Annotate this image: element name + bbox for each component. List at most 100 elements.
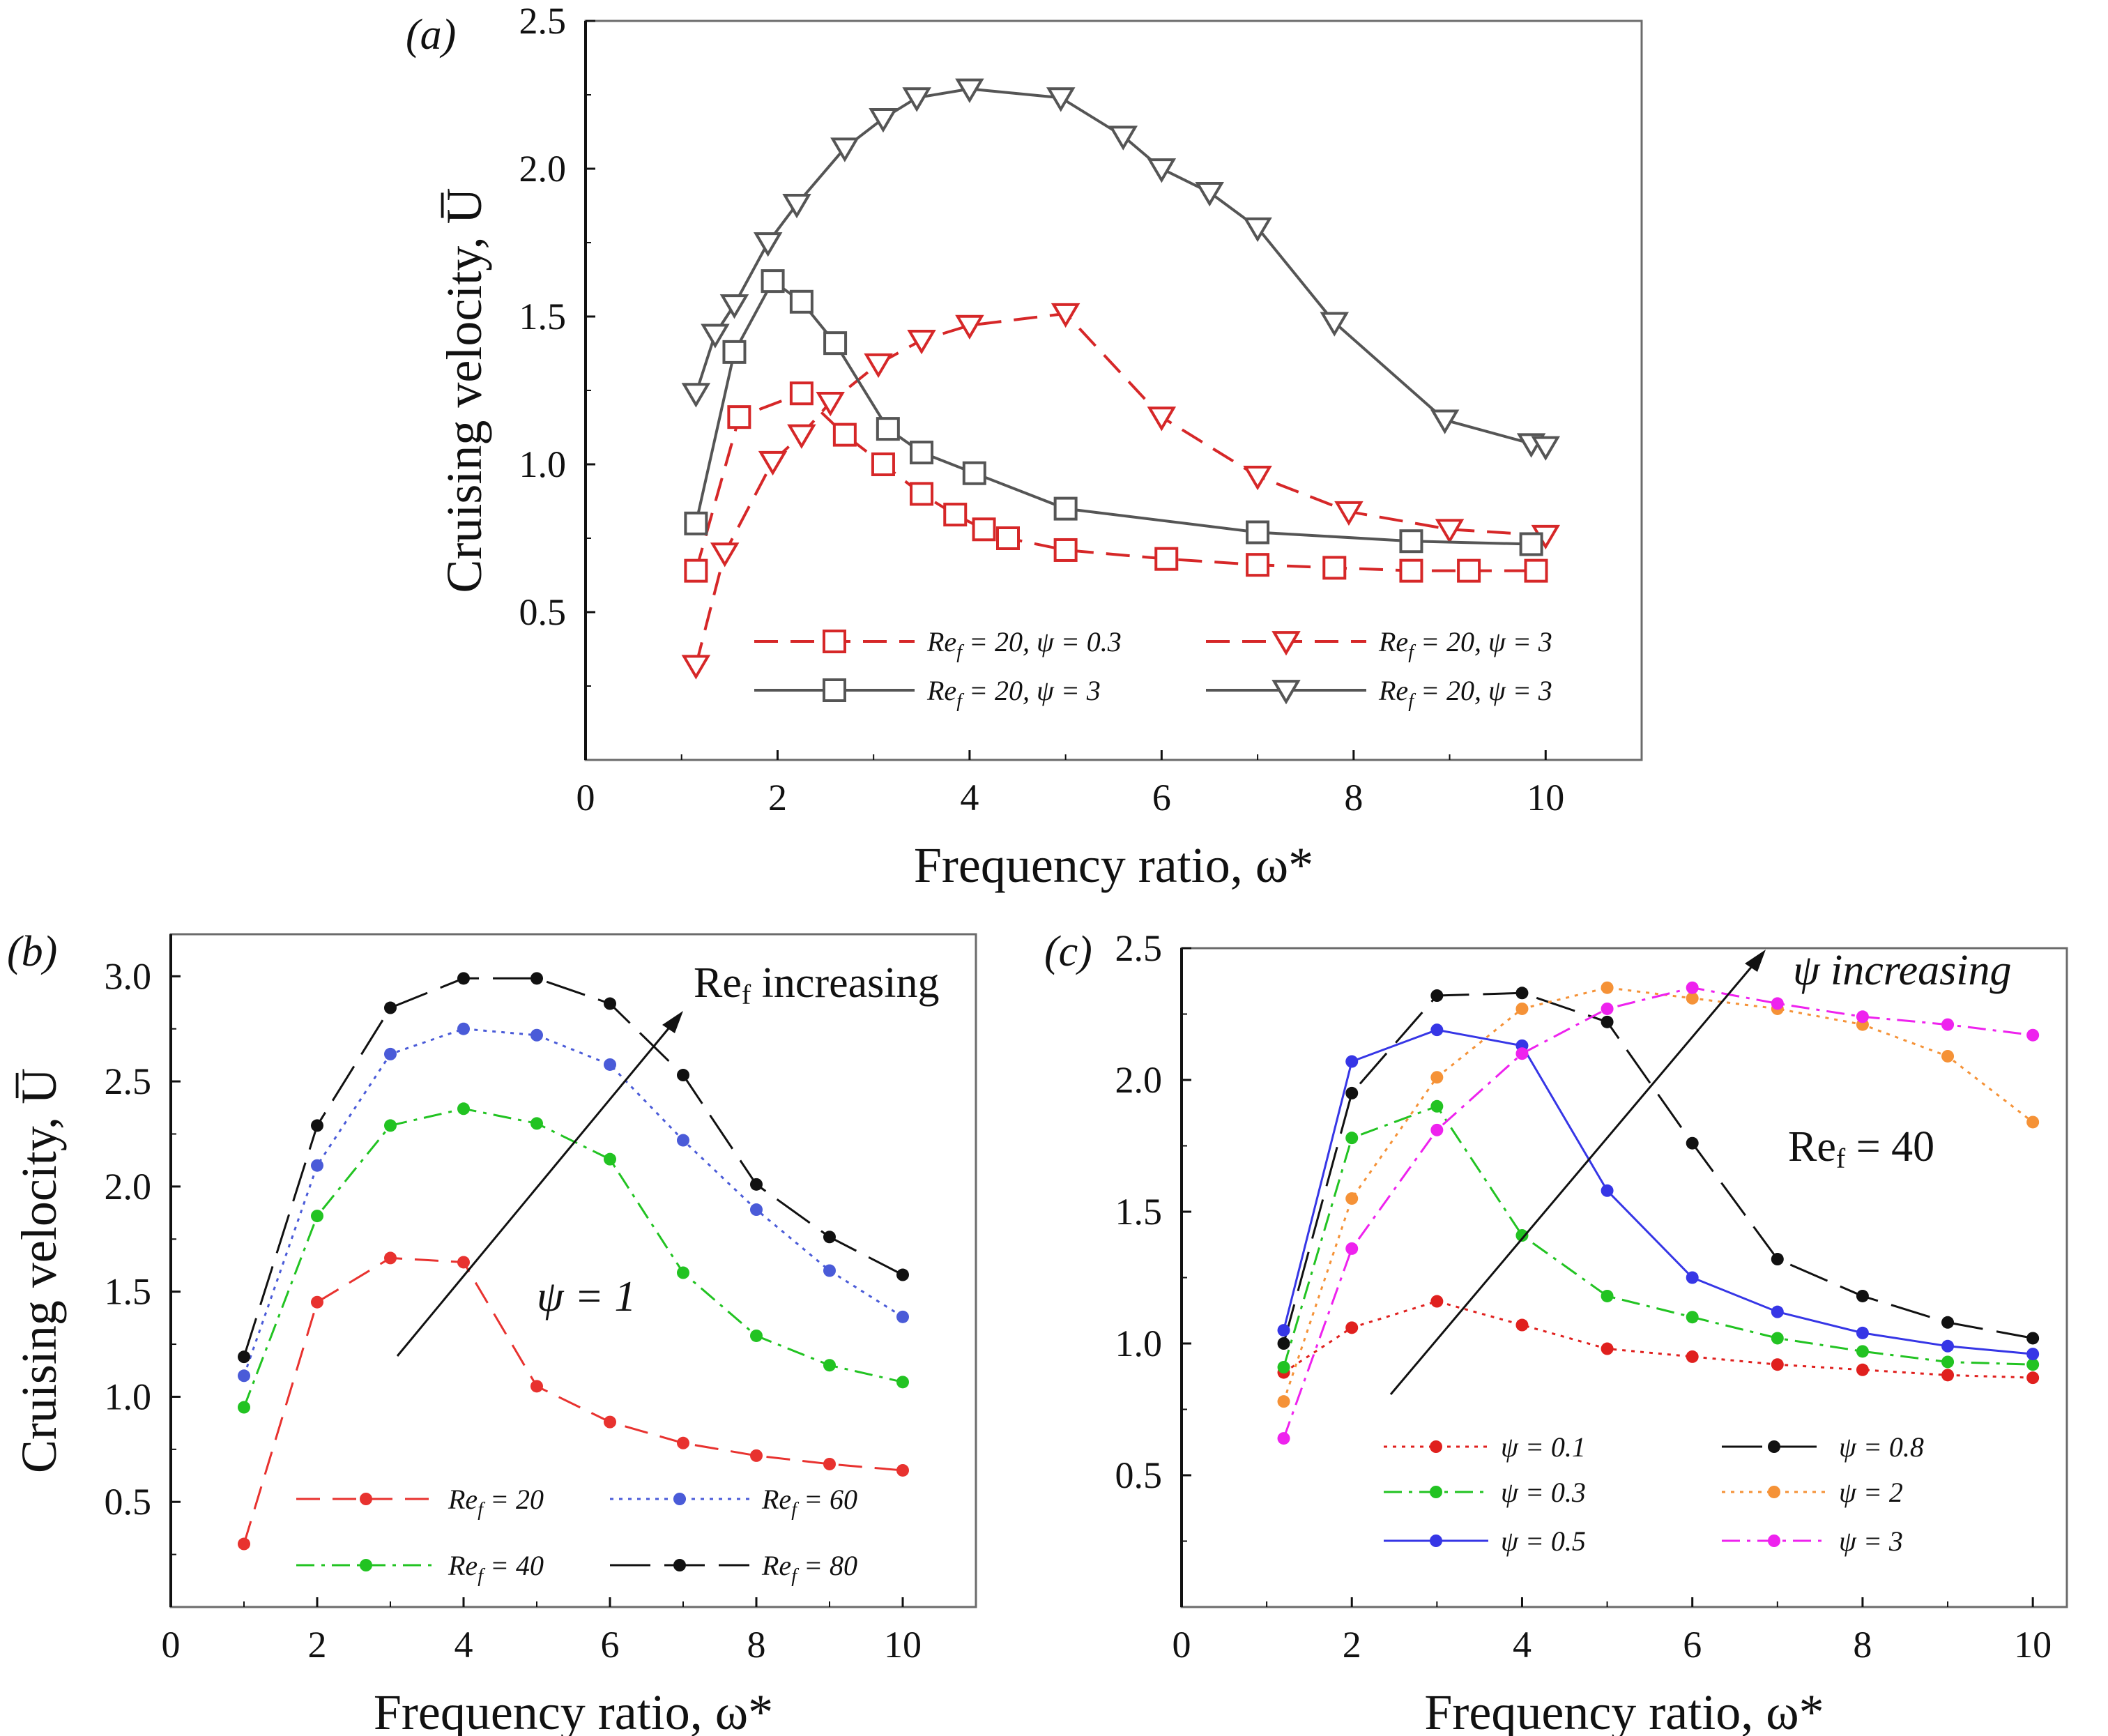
data-point <box>1345 1132 1359 1145</box>
series-line <box>243 1107 903 1408</box>
x-tick-label: 10 <box>1527 777 1564 818</box>
series-5 <box>1277 1023 2040 1361</box>
data-point <box>2026 1116 2040 1129</box>
x-tick-label: 8 <box>747 1624 766 1666</box>
data-point <box>1195 181 1224 207</box>
x-tick-label: 4 <box>455 1624 473 1666</box>
series-4 <box>681 78 1561 461</box>
y-tick-label: 2.5 <box>1115 927 1163 969</box>
data-point <box>1524 558 1548 583</box>
series-line <box>1283 1028 2033 1355</box>
panel-label: (b) <box>7 928 57 975</box>
data-point <box>910 482 934 506</box>
data-point <box>816 392 845 417</box>
data-point <box>604 1058 616 1071</box>
data-point <box>2026 1358 2040 1371</box>
data-point <box>677 1069 689 1082</box>
data-point <box>384 1119 397 1132</box>
legend-label: Ref = 20, ψ = 0.3 <box>926 626 1122 663</box>
legend-entry: ψ = 3 <box>1722 1525 1903 1557</box>
data-point <box>1430 989 1444 1003</box>
legend-entry: ψ = 0.8 <box>1722 1431 1924 1463</box>
data-point <box>1941 1339 1955 1353</box>
data-point <box>1686 981 1699 994</box>
data-point <box>701 323 730 349</box>
data-point <box>1277 1432 1290 1445</box>
legend-entry: Ref = 20, ψ = 0.3 <box>754 626 1122 663</box>
data-point <box>710 542 740 568</box>
increase-arrow <box>396 1011 683 1357</box>
data-point <box>530 1117 543 1130</box>
data-point <box>457 972 470 985</box>
data-point <box>1771 1332 1784 1345</box>
y-tick-label: 1.0 <box>1115 1323 1163 1364</box>
y-tick-label: 0.5 <box>105 1481 152 1523</box>
legend-label: ψ = 0.5 <box>1501 1525 1586 1557</box>
data-point <box>1399 529 1423 554</box>
data-point <box>681 655 711 680</box>
data-point <box>1345 1321 1359 1334</box>
data-point <box>1277 1337 1290 1350</box>
data-point <box>832 422 857 447</box>
data-point <box>727 405 751 429</box>
data-point <box>1051 303 1080 328</box>
x-tick-label: 4 <box>960 777 979 818</box>
series-3 <box>1277 1099 2040 1374</box>
data-point <box>1345 1192 1359 1205</box>
data-point <box>384 1001 397 1014</box>
y-axis-label: Cruising velocity, U̅ <box>436 188 492 593</box>
legend-marker <box>1768 1440 1780 1453</box>
data-point <box>1322 556 1347 580</box>
data-point <box>1246 520 1270 545</box>
data-point <box>962 461 986 485</box>
data-point <box>311 1159 323 1172</box>
legend-marker <box>1430 1440 1442 1453</box>
data-point <box>1277 1395 1290 1408</box>
data-point <box>1435 519 1465 544</box>
data-point <box>1243 217 1272 243</box>
data-point <box>2026 1028 2040 1042</box>
series-4 <box>1277 981 2040 1408</box>
data-point <box>750 1178 763 1191</box>
data-point <box>530 972 543 985</box>
y-tick-label: 1.0 <box>519 443 567 485</box>
x-tick-label: 10 <box>2014 1624 2052 1666</box>
series-3 <box>238 1102 909 1414</box>
data-point <box>750 1203 763 1217</box>
data-point <box>719 294 749 319</box>
data-point <box>311 1295 323 1309</box>
data-point <box>238 1350 250 1364</box>
data-point <box>1941 1049 1955 1063</box>
series-line <box>1283 1105 2033 1368</box>
data-point <box>457 1022 470 1035</box>
data-point <box>1053 538 1078 562</box>
legend-entry: ψ = 0.3 <box>1384 1477 1586 1508</box>
data-point <box>896 1463 909 1477</box>
data-point <box>896 1268 909 1281</box>
legend-marker <box>1768 1486 1780 1498</box>
legend-label: Ref = 60 <box>761 1484 857 1521</box>
data-point <box>943 503 968 527</box>
legend-entry: Ref = 20, ψ = 3 <box>1206 626 1552 663</box>
legend-label: Ref = 80 <box>761 1550 857 1587</box>
data-point <box>753 232 783 257</box>
data-point <box>2026 1371 2040 1385</box>
data-point <box>789 289 814 314</box>
data-point <box>677 1266 689 1279</box>
data-point <box>1856 1010 1869 1023</box>
legend: ψ = 0.1 ψ = 0.8 ψ = 0.3 ψ = 2 ψ = 0.5 ψ = 3 <box>1384 1431 1924 1557</box>
data-point <box>1771 1253 1784 1266</box>
data-point <box>1686 1136 1699 1150</box>
series-line <box>1283 1300 2033 1379</box>
data-point <box>1430 1295 1444 1308</box>
legend-marker <box>360 1559 372 1571</box>
arrow-shaft <box>396 1023 674 1357</box>
series-2 <box>238 1022 909 1383</box>
data-point <box>604 1152 616 1166</box>
data-point <box>238 1537 250 1551</box>
data-point <box>1531 436 1561 461</box>
data-point <box>782 193 811 219</box>
data-point <box>823 1231 836 1244</box>
data-point <box>896 1310 909 1323</box>
